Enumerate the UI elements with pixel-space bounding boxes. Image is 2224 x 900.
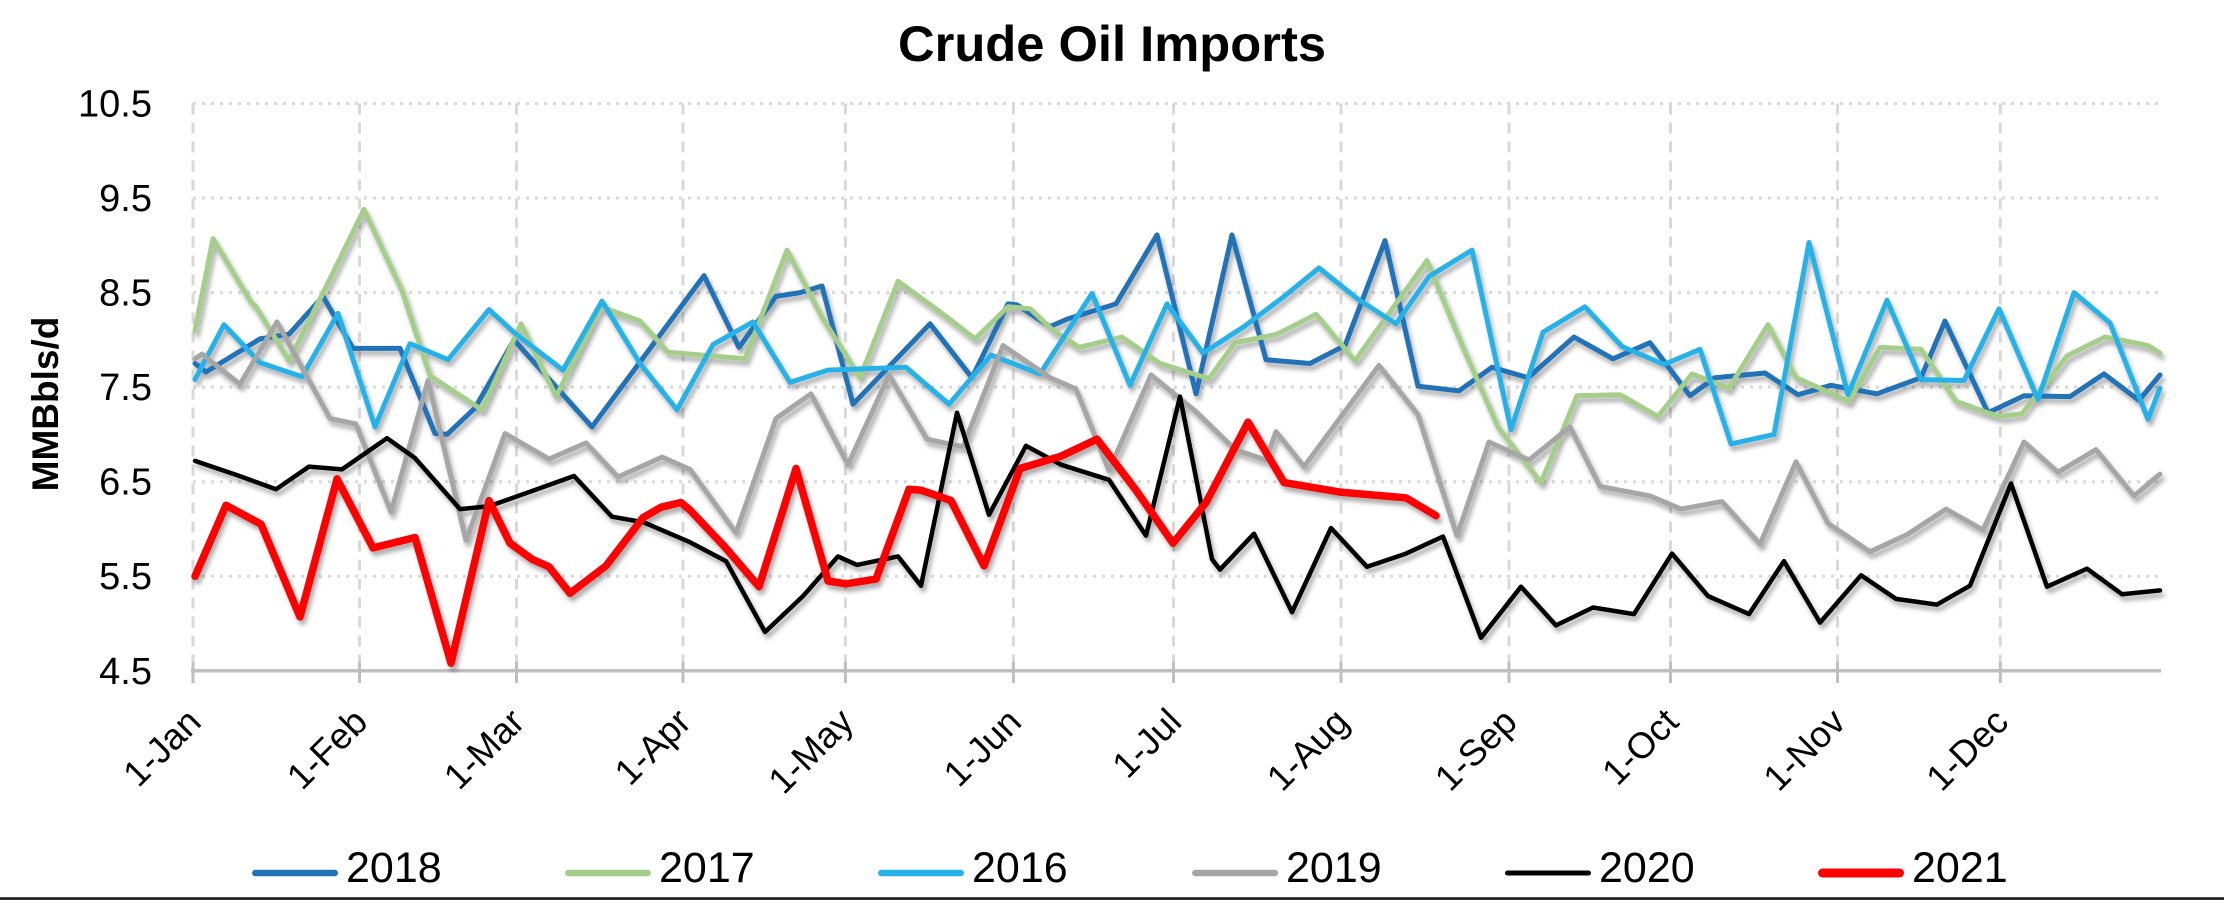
- svg-text:2020: 2020: [1599, 844, 1695, 892]
- svg-text:MMBbls/d: MMBbls/d: [25, 317, 66, 492]
- svg-text:2019: 2019: [1286, 844, 1382, 892]
- svg-text:4.5: 4.5: [99, 651, 152, 693]
- svg-text:Crude Oil Imports: Crude Oil Imports: [898, 16, 1326, 72]
- svg-text:2018: 2018: [346, 844, 442, 892]
- svg-text:2021: 2021: [1912, 844, 2008, 892]
- svg-text:9.5: 9.5: [99, 178, 152, 220]
- svg-text:2016: 2016: [972, 844, 1068, 892]
- svg-text:6.5: 6.5: [99, 462, 152, 504]
- svg-text:8.5: 8.5: [99, 273, 152, 315]
- svg-text:10.5: 10.5: [78, 84, 152, 126]
- svg-text:7.5: 7.5: [99, 367, 152, 409]
- svg-text:5.5: 5.5: [99, 556, 152, 598]
- svg-text:2017: 2017: [659, 844, 755, 892]
